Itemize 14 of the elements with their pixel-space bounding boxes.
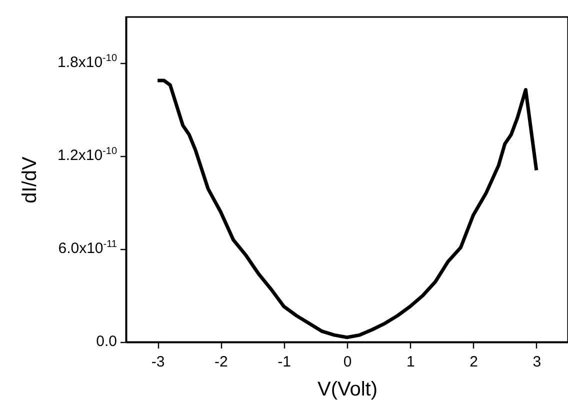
x-tick-label: -1	[278, 354, 292, 370]
x-tick-label: 1	[406, 354, 415, 370]
y-axis-title: dI/dV	[18, 156, 41, 204]
x-tick-label: -2	[214, 354, 228, 370]
x-tick-label: 2	[470, 354, 478, 370]
x-tick-label: 3	[532, 354, 542, 370]
x-tick-label: -3	[151, 354, 165, 370]
x-tick-label: 0	[343, 354, 352, 370]
y-tick-label: 6.0x10$^{-11}$	[58, 239, 117, 258]
line-series	[156, 78, 538, 340]
y-tick-label: 1.2x10$^{-10}$	[58, 146, 117, 166]
y-tick-label: 1.8x10$^{-10}$	[58, 53, 117, 72]
x-axis-title: V(Volt)	[317, 378, 378, 400]
y-tick-label: 0.0	[96, 333, 117, 351]
